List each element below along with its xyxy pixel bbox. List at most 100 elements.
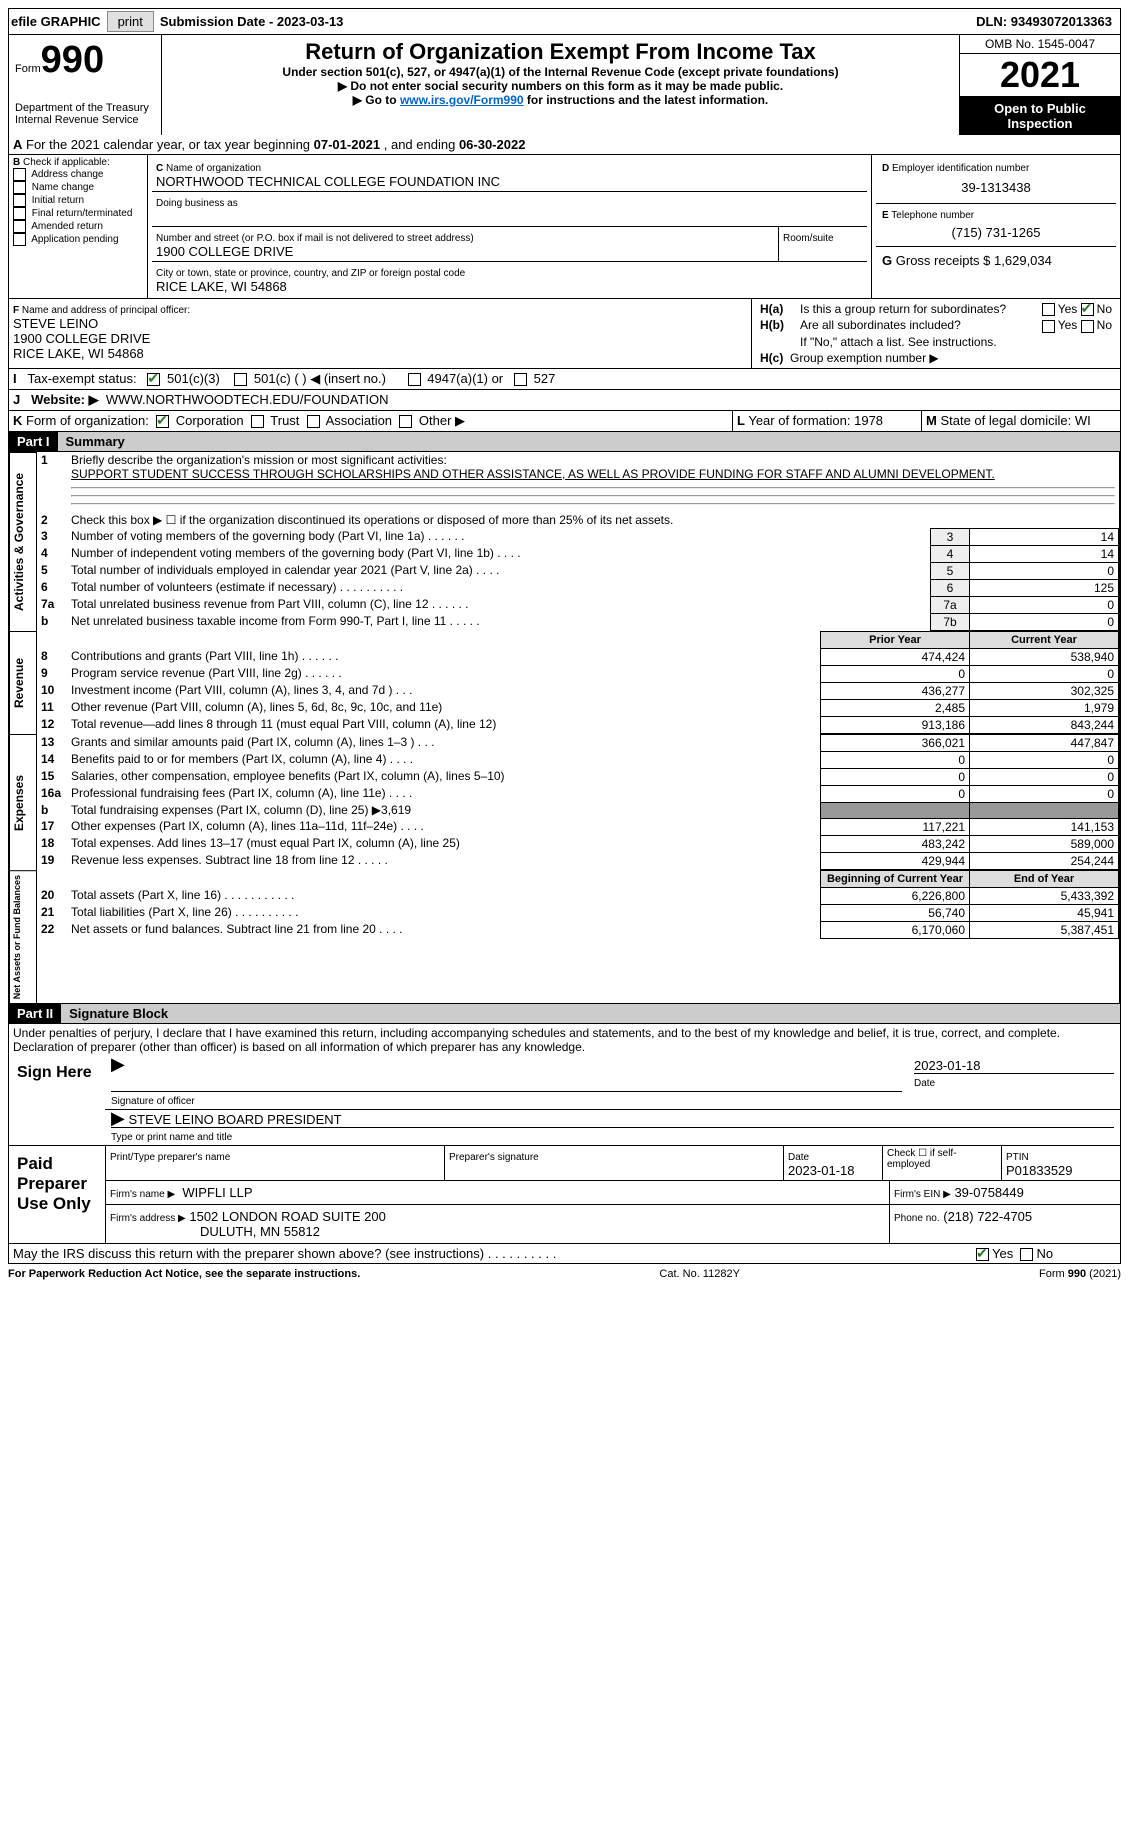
phone: (715) 731-1265 — [882, 221, 1110, 244]
top-bar: efile GRAPHIC print Submission Date - 20… — [8, 8, 1121, 35]
b-label: Check if applicable: — [23, 157, 110, 168]
section-expenses: Expenses 13Grants and similar amounts pa… — [8, 734, 1121, 870]
501c-checkbox[interactable] — [234, 373, 247, 386]
org-street: 1900 COLLEGE DRIVE — [156, 244, 293, 259]
org-city: RICE LAKE, WI 54868 — [156, 279, 287, 294]
l1-label: Briefly describe the organization's miss… — [71, 453, 447, 467]
e-label: Telephone number — [891, 210, 974, 221]
hb-label: Are all subordinates included? — [800, 318, 1042, 332]
i-o4: 527 — [534, 371, 556, 386]
expenses-label: Expenses — [9, 734, 37, 870]
form-title: Return of Organization Exempt From Incom… — [170, 39, 951, 65]
firm-phone: (218) 722-4705 — [943, 1209, 1032, 1224]
firm-name-label: Firm's name ▶ — [110, 1189, 175, 1200]
form-label: Form — [15, 63, 41, 75]
section-b: B Check if applicable: Address change Na… — [9, 155, 148, 298]
section-bcdeg: B Check if applicable: Address change Na… — [8, 155, 1121, 299]
header-center: Return of Organization Exempt From Incom… — [162, 35, 959, 135]
officer-street: 1900 COLLEGE DRIVE — [13, 331, 150, 346]
year-formation: 1978 — [854, 413, 883, 428]
instr-2: ▶ Go to www.irs.gov/Form990 for instruct… — [170, 93, 951, 107]
prep-date: 2023-01-18 — [788, 1163, 855, 1178]
assoc-checkbox[interactable] — [307, 415, 320, 428]
bcy-header: Beginning of Current Year — [821, 870, 970, 887]
sig-name-label: Type or print name and title — [111, 1132, 232, 1143]
header-right: OMB No. 1545-0047 2021 Open to Public In… — [959, 35, 1120, 135]
no-label-3: No — [1036, 1246, 1053, 1261]
line-a-text-a: For the 2021 calendar year, or tax year … — [26, 137, 314, 152]
i-o1: 501(c)(3) — [167, 371, 220, 386]
page-footer: For Paperwork Reduction Act Notice, see … — [8, 1264, 1121, 1280]
firm-name: WIPFLI LLP — [182, 1185, 252, 1200]
other-checkbox[interactable] — [399, 415, 412, 428]
omb-number: OMB No. 1545-0047 — [960, 35, 1120, 54]
instr2b: for instructions and the latest informat… — [524, 93, 769, 107]
prep-sig-label: Preparer's signature — [449, 1152, 539, 1163]
yes-label-2: Yes — [1058, 318, 1078, 332]
ptin-label: PTIN — [1006, 1152, 1029, 1163]
discuss-no-checkbox[interactable] — [1020, 1248, 1033, 1261]
sig-date: 2023-01-18 — [914, 1058, 981, 1073]
corp-checkbox[interactable] — [156, 415, 169, 428]
paid-preparer-row: Paid Preparer Use Only Print/Type prepar… — [8, 1146, 1121, 1244]
line-j: J Website: ▶ WWW.NORTHWOODTECH.EDU/FOUND… — [8, 390, 1121, 411]
k-o2: Trust — [270, 413, 299, 428]
part1-header: Part I — [9, 432, 58, 451]
department-label: Department of the Treasury Internal Reve… — [15, 102, 155, 126]
501c3-checkbox[interactable] — [147, 373, 160, 386]
firm-phone-label: Phone no. — [894, 1213, 940, 1224]
no-label-2: No — [1097, 318, 1112, 332]
b-checkbox[interactable] — [13, 220, 26, 233]
b-checkbox[interactable] — [13, 207, 26, 220]
sub-date: 2023-03-13 — [277, 14, 344, 29]
ha-yes-checkbox[interactable] — [1042, 303, 1055, 316]
trust-checkbox[interactable] — [251, 415, 264, 428]
b-checkbox[interactable] — [13, 181, 26, 194]
b-checkbox[interactable] — [13, 168, 26, 181]
declaration: Under penalties of perjury, I declare th… — [8, 1024, 1121, 1056]
sig-officer-label: Signature of officer — [111, 1096, 195, 1107]
room-label: Room/suite — [783, 233, 834, 244]
b-checkbox[interactable] — [13, 233, 26, 246]
section-c: C Name of organization NORTHWOOD TECHNIC… — [148, 155, 871, 298]
ha-no-checkbox[interactable] — [1081, 303, 1094, 316]
ha-label: Is this a group return for subordinates? — [800, 302, 1042, 316]
prep-date-label: Date — [788, 1152, 809, 1163]
l-label: Year of formation: — [748, 413, 850, 428]
eoy-header: End of Year — [970, 870, 1119, 887]
4947-checkbox[interactable] — [408, 373, 421, 386]
line-i: I Tax-exempt status: 501(c)(3) 501(c) ( … — [8, 369, 1121, 390]
yes-label-3: Yes — [992, 1246, 1013, 1261]
section-f: F Name and address of principal officer:… — [9, 299, 752, 368]
print-button[interactable]: print — [107, 11, 154, 32]
i-o3: 4947(a)(1) or — [427, 371, 503, 386]
k-o3: Association — [326, 413, 392, 428]
line-a: A For the 2021 calendar year, or tax yea… — [8, 135, 1121, 155]
submission-label: Submission Date - 2023-03-13 — [160, 14, 344, 29]
dba-label: Doing business as — [156, 198, 238, 209]
firm-ein-label: Firm's EIN ▶ — [894, 1189, 951, 1200]
sub-label-text: Submission Date - — [160, 14, 277, 29]
arrow-icon-2: ▶ — [111, 1108, 125, 1128]
527-checkbox[interactable] — [514, 373, 527, 386]
instructions-link[interactable]: www.irs.gov/Form990 — [400, 93, 524, 107]
section-revenue: Revenue Prior Year Current Year 8Contrib… — [8, 631, 1121, 734]
g-label: Gross receipts $ — [896, 253, 991, 268]
sign-here-row: Sign Here ▶ Signature of officer 2023-01… — [8, 1056, 1121, 1146]
tax-year-end: 06-30-2022 — [459, 137, 526, 152]
discuss-yes-checkbox[interactable] — [976, 1248, 989, 1261]
hb-yes-checkbox[interactable] — [1042, 320, 1055, 333]
header-left: Form990 Department of the Treasury Inter… — [9, 35, 162, 135]
hb-no-checkbox[interactable] — [1081, 320, 1094, 333]
sign-here-label: Sign Here — [9, 1056, 105, 1145]
sig-name: STEVE LEINO BOARD PRESIDENT — [128, 1112, 341, 1127]
mission: SUPPORT STUDENT SUCCESS THROUGH SCHOLARS… — [71, 467, 995, 481]
k-o1: Corporation — [176, 413, 244, 428]
b-checkbox[interactable] — [13, 194, 26, 207]
paid-preparer-label: Paid Preparer Use Only — [9, 1146, 105, 1243]
i-o2: 501(c) ( ) ◀ (insert no.) — [254, 371, 386, 386]
part1-header-row: Part I Summary — [8, 432, 1121, 452]
hc-label: Group exemption number ▶ — [790, 351, 939, 365]
section-h: H(a) Is this a group return for subordin… — [752, 299, 1120, 368]
k-o4: Other ▶ — [419, 413, 465, 428]
